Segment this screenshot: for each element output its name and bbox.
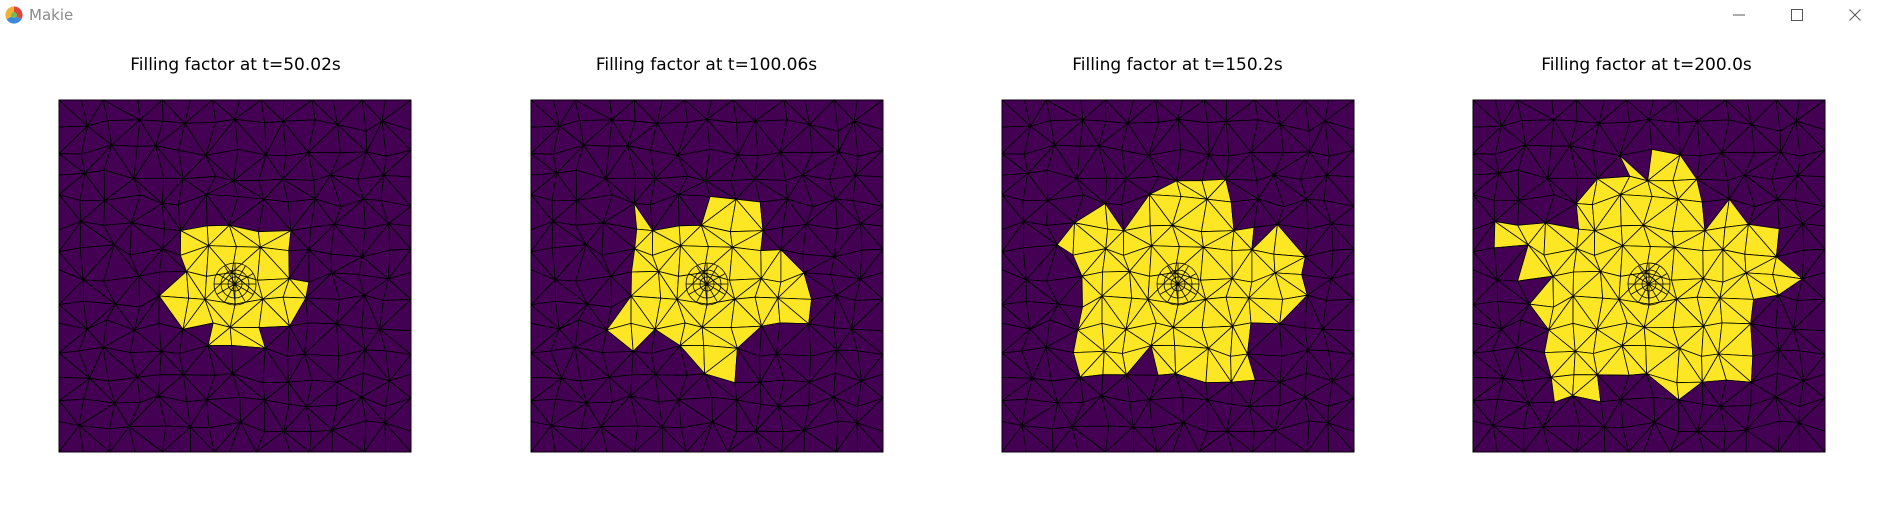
mesh-cell — [1327, 422, 1355, 453]
minimize-icon — [1733, 14, 1745, 16]
mesh-refinement-spoke — [1177, 283, 1189, 303]
mesh-cell — [550, 425, 583, 453]
mesh-cell — [1492, 425, 1525, 453]
minimize-button[interactable] — [1710, 0, 1768, 30]
mesh-cell — [1697, 430, 1725, 453]
mesh-cell — [701, 421, 729, 453]
mesh-refinement-spoke — [224, 265, 236, 285]
close-icon — [1849, 9, 1861, 21]
mesh-refinement-spoke — [1167, 265, 1179, 285]
mesh-cell — [803, 429, 837, 453]
plot-panel-3: Filling factor at t=150.2s — [942, 30, 1413, 512]
mesh-refinement-spoke — [216, 273, 236, 285]
mesh-cell — [1274, 429, 1308, 453]
mesh-cell — [1226, 430, 1254, 453]
mesh-refinement-spoke — [688, 283, 708, 295]
plot-title: Filling factor at t=150.2s — [1072, 55, 1283, 75]
mesh-refinement-spoke — [1648, 273, 1668, 285]
plot-panel-1: Filling factor at t=50.02s — [0, 30, 471, 512]
mesh-cell — [1603, 426, 1629, 453]
mesh-cell — [283, 430, 311, 453]
mesh-refinement-spoke — [1177, 283, 1197, 295]
mesh-refinement-spoke — [216, 283, 236, 295]
mesh-refinement-spoke — [1177, 273, 1197, 285]
mesh-refinement-spoke — [1167, 283, 1179, 303]
mesh-refinement-spoke — [706, 265, 718, 285]
mesh-plot[interactable] — [57, 98, 413, 454]
mesh-cell — [189, 426, 215, 453]
mesh-refinement-spoke — [1159, 273, 1179, 285]
mesh-cell — [856, 422, 884, 453]
mesh-refinement-spoke — [234, 283, 246, 303]
mesh-cell — [755, 430, 783, 453]
mesh-refinement-spoke — [1648, 283, 1660, 303]
mesh-cell — [1071, 426, 1106, 453]
plot-panel-4: Filling factor at t=200.0s — [1411, 30, 1882, 512]
mesh-refinement-spoke — [1630, 283, 1650, 295]
mesh-cell — [661, 426, 687, 453]
mesh-refinement-spoke — [1177, 265, 1189, 285]
plot-title: Filling factor at t=50.02s — [130, 55, 341, 75]
mesh-refinement-spoke — [706, 273, 726, 285]
plot-title: Filling factor at t=200.0s — [1541, 55, 1752, 75]
mesh-plot[interactable] — [1000, 98, 1356, 454]
close-button[interactable] — [1826, 0, 1882, 30]
mesh-cell — [1021, 425, 1054, 453]
mesh-cell — [384, 422, 412, 453]
mesh-refinement-spoke — [1638, 265, 1650, 285]
mesh-refinement-spoke — [688, 273, 708, 285]
mesh-refinement-spoke — [1630, 273, 1650, 285]
mesh-refinement-spoke — [224, 283, 236, 303]
mesh-cell — [78, 425, 111, 453]
mesh-refinement-spoke — [706, 283, 726, 295]
maximize-icon — [1791, 9, 1803, 21]
mesh-refinement-spoke — [706, 283, 718, 303]
mesh-plot[interactable] — [1471, 98, 1827, 454]
mesh-refinement-spoke — [234, 283, 254, 295]
mesh-refinement-spoke — [1159, 283, 1179, 295]
mesh-refinement-spoke — [1638, 283, 1650, 303]
mesh-refinement-spoke — [696, 283, 708, 303]
mesh-cell — [1745, 429, 1779, 453]
mesh-cell — [1542, 426, 1577, 453]
mesh-cell — [1643, 421, 1671, 453]
mesh-cell — [331, 429, 365, 453]
window-title: Makie — [29, 6, 74, 24]
mesh-refinement-spoke — [1648, 283, 1668, 295]
plot-panel-2: Filling factor at t=100.06s — [471, 30, 942, 512]
mesh-cell — [229, 421, 257, 453]
maximize-button[interactable] — [1768, 0, 1826, 30]
window-titlebar: Makie — [0, 0, 1882, 30]
mesh-cell — [1172, 421, 1200, 453]
mesh-plot[interactable] — [529, 98, 885, 454]
mesh-cell — [1132, 426, 1158, 453]
mesh-refinement-spoke — [1648, 265, 1660, 285]
plot-title: Filling factor at t=100.06s — [595, 55, 818, 75]
mesh-cell — [128, 426, 163, 453]
mesh-refinement-spoke — [234, 273, 254, 285]
mesh-refinement-spoke — [234, 265, 246, 285]
mesh-cell — [600, 426, 635, 453]
makie-logo-icon — [5, 6, 23, 24]
mesh-refinement-spoke — [696, 265, 708, 285]
mesh-cell — [1798, 422, 1826, 453]
